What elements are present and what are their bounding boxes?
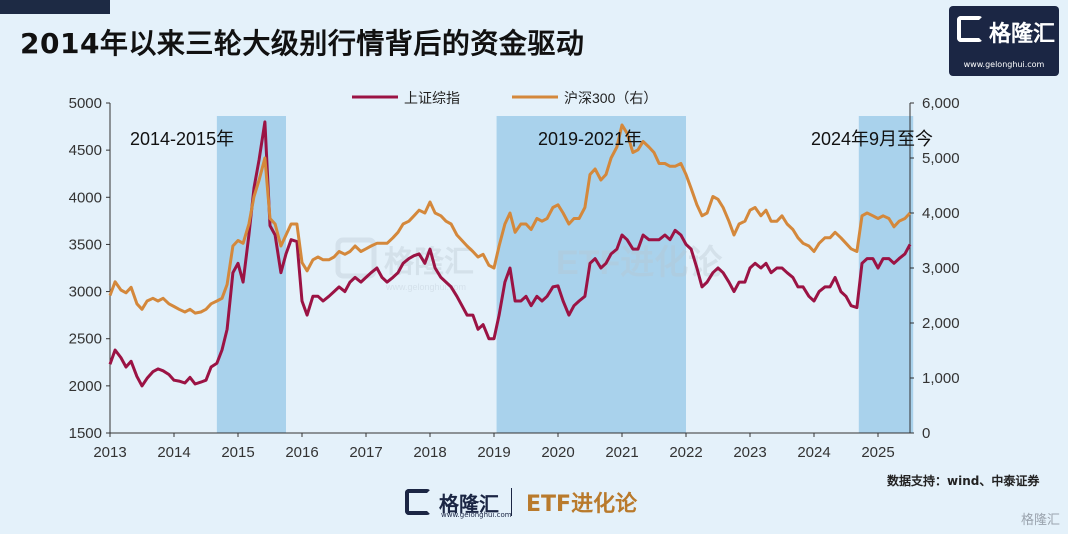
watermark-url: www.gelonghui.com: [385, 282, 466, 292]
brand-logo-url: www.gelonghui.com: [963, 60, 1045, 69]
period-label-3: 2024年9月至今: [811, 129, 933, 149]
x-tick-label: 2020: [541, 444, 574, 461]
right-tick-label: 2,000: [922, 315, 960, 332]
footer-branding: 格隆汇 www.gelonghui.com ETF进化论: [405, 484, 637, 520]
right-tick-label: 0: [922, 425, 930, 442]
right-tick-label: 3,000: [922, 260, 960, 277]
series-line-2: [108, 123, 912, 315]
footer-etf-brand: ETF进化论: [526, 492, 638, 517]
top-accent-strip: [0, 0, 110, 14]
source-note: 数据支持：wind、中泰证券: [887, 474, 1040, 488]
left-tick-label: 3000: [69, 284, 102, 301]
left-tick-label: 2500: [69, 331, 102, 348]
x-tick-label: 2019: [477, 444, 510, 461]
x-tick-label: 2025: [861, 444, 894, 461]
left-tick-label: 4000: [69, 189, 102, 206]
x-tick-label: 2024: [797, 444, 830, 461]
right-tick-label: 5,000: [922, 150, 960, 167]
footer-divider: [511, 488, 512, 516]
footer-logo-icon: [405, 489, 431, 515]
x-tick-label: 2021: [605, 444, 638, 461]
x-tick-label: 2017: [349, 444, 382, 461]
period-band-3: [858, 116, 914, 433]
x-tick-label: 2014: [157, 444, 190, 461]
left-tick-label: 2000: [69, 378, 102, 395]
period-band-2: [496, 116, 686, 433]
footer-logo-url: www.gelonghui.com: [441, 511, 512, 519]
brand-logo[interactable]: 格隆汇 www.gelonghui.com: [949, 6, 1059, 76]
legend: 上证综指 沪深300（右）: [352, 90, 657, 106]
x-tick-label: 2023: [733, 444, 766, 461]
footer-logo-text: 格隆汇: [439, 491, 499, 516]
watermark-logo-icon: [335, 237, 377, 279]
right-tick-label: 4,000: [922, 205, 960, 222]
legend-label-1: 上证综指: [404, 90, 460, 106]
corner-watermark: 格隆汇: [1020, 513, 1060, 528]
x-tick-label: 2016: [285, 444, 318, 461]
brand-logo-text: 格隆汇: [989, 22, 1056, 47]
series-line-1: [108, 120, 912, 388]
x-tick-label: 2013: [93, 444, 126, 461]
left-tick-label: 3500: [69, 236, 102, 253]
chart-title: 2014年以来三轮大级别行情背后的资金驱动: [20, 27, 585, 60]
legend-label-2: 沪深300（右）: [564, 90, 657, 106]
left-tick-label: 1500: [69, 425, 102, 442]
period-label-1: 2014-2015年: [130, 129, 234, 149]
period-label-2: 2019-2021年: [538, 129, 642, 149]
gelonghui-logo-icon: [957, 16, 983, 42]
x-tick-label: 2018: [413, 444, 446, 461]
x-tick-label: 2022: [669, 444, 702, 461]
left-tick-label: 4500: [69, 142, 102, 159]
x-tick-label: 2015: [221, 444, 254, 461]
right-tick-label: 6,000: [922, 95, 960, 112]
right-tick-label: 1,000: [922, 370, 960, 387]
left-tick-label: 5000: [69, 95, 102, 112]
